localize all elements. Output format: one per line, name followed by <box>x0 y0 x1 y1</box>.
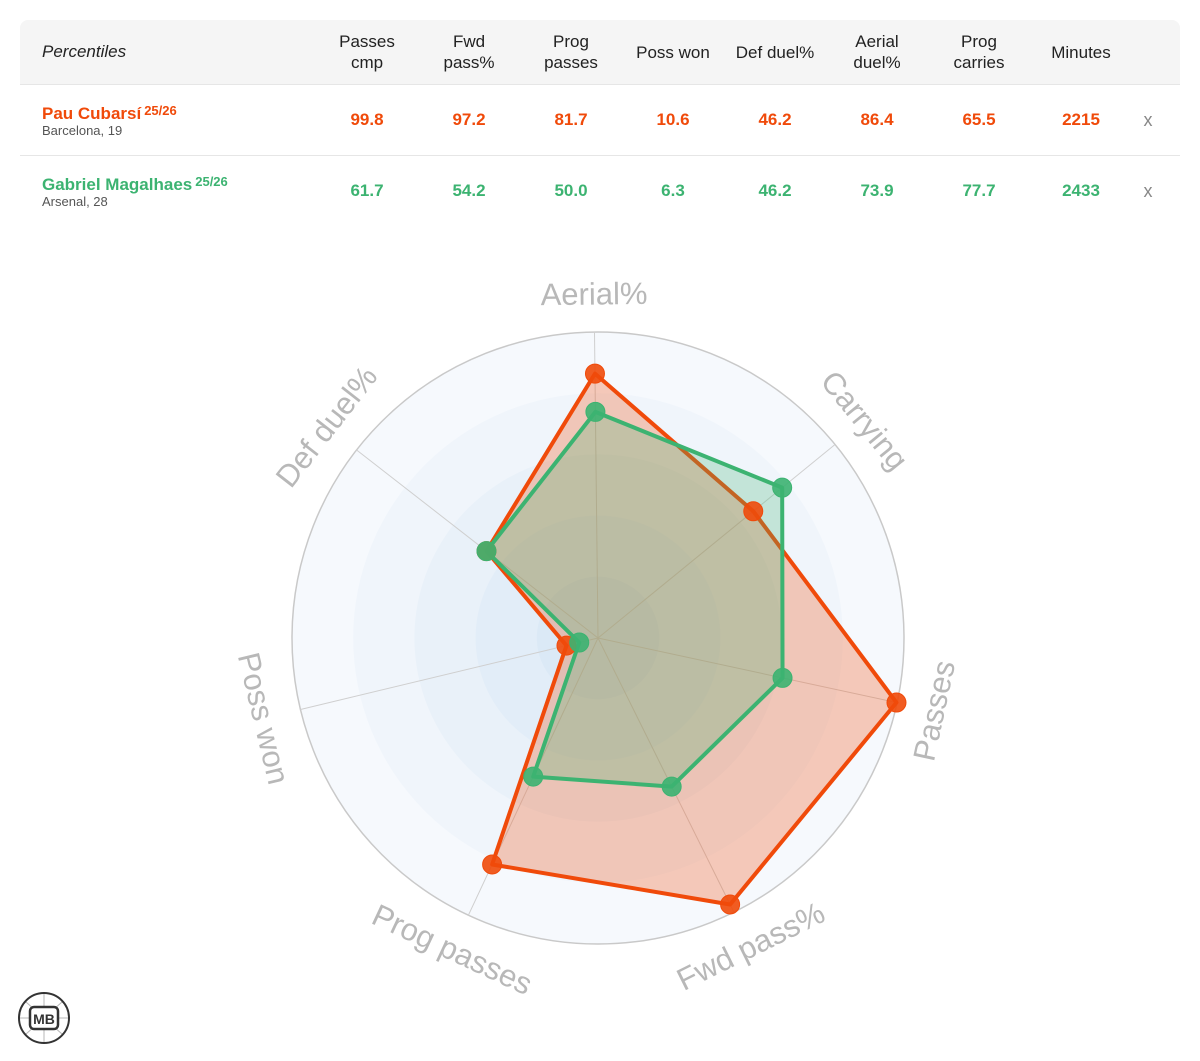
radar-point <box>584 363 605 384</box>
value-aerial-duel: 86.4 <box>860 110 894 129</box>
value-passes-cmp: 99.8 <box>350 110 384 129</box>
radar-point <box>661 776 682 797</box>
radar-series-area <box>484 371 899 907</box>
col-header-minutes[interactable]: Minutes <box>1051 42 1111 62</box>
value-minutes: 2433 <box>1062 181 1100 200</box>
radar-spoke <box>356 449 599 639</box>
value-fwd-pass: 97.2 <box>452 110 486 129</box>
radar-spoke <box>597 637 735 913</box>
value-poss-won: 10.6 <box>656 110 690 129</box>
radar-point <box>569 632 590 653</box>
value-aerial-duel: 73.9 <box>860 181 894 200</box>
radar-spoke <box>597 637 898 704</box>
value-prog-passes: 50.0 <box>554 181 588 200</box>
table-title: Percentiles <box>42 42 127 61</box>
radar-point <box>772 667 793 688</box>
col-header-prog-carries[interactable]: Prog carries <box>953 32 1005 72</box>
table-header: Percentiles Passes cmp Fwd pass% Prog passe… <box>20 20 1180 85</box>
radar-point <box>476 541 497 562</box>
player-club-age: Barcelona, 19 <box>42 123 123 138</box>
player-name[interactable]: Pau Cubarsí 25/26 <box>42 103 177 123</box>
player-row-magalhaes: Gabriel Magalhaes 25/26 Arsenal, 28 61.7 … <box>20 156 1180 226</box>
col-header-poss-won[interactable]: Poss won <box>636 42 710 62</box>
value-prog-carries: 77.7 <box>962 181 996 200</box>
remove-player-button[interactable]: x <box>1143 181 1153 201</box>
radar-spoke <box>300 637 599 710</box>
value-def-duel: 46.2 <box>758 181 792 200</box>
radar-axis-label: Poss won <box>231 649 296 788</box>
radar-point <box>720 894 741 915</box>
col-header-aerial-duel[interactable]: Aerial duel% <box>853 32 901 72</box>
radar-point <box>523 766 544 787</box>
radar-axis-label: Aerial% <box>540 276 647 312</box>
player-club-age: Arsenal, 28 <box>42 194 108 209</box>
radar-point <box>482 854 503 875</box>
radar-point <box>886 692 907 713</box>
col-header-def-duel[interactable]: Def duel% <box>735 42 815 62</box>
radar-spoke <box>597 444 836 639</box>
remove-player-button[interactable]: x <box>1143 110 1153 130</box>
radar-point <box>772 477 793 498</box>
col-header-fwd-pass[interactable]: Fwd pass% <box>443 32 495 72</box>
player-name[interactable]: Gabriel Magalhaes 25/26 <box>42 174 228 194</box>
radar-point <box>585 401 606 422</box>
col-header-prog-passes[interactable]: Prog passes <box>544 32 598 72</box>
value-passes-cmp: 61.7 <box>350 181 384 200</box>
value-prog-passes: 81.7 <box>554 110 588 129</box>
logo-text: MB <box>33 1011 55 1027</box>
mb-logo: MB <box>18 992 70 1044</box>
percentile-table: Percentiles Passes cmp Fwd pass% Prog passe… <box>20 20 1180 226</box>
value-poss-won: 6.3 <box>661 181 685 200</box>
value-minutes: 2215 <box>1062 110 1100 129</box>
player-row-cubarsi: Pau Cubarsí 25/26 Barcelona, 19 99.8 97.2… <box>20 85 1180 156</box>
col-header-passes-cmp[interactable]: Passes cmp <box>339 32 395 72</box>
value-def-duel: 46.2 <box>758 110 792 129</box>
radar-axis-label: Passes <box>906 657 962 764</box>
value-prog-carries: 65.5 <box>962 110 996 129</box>
radar-point <box>743 501 764 522</box>
radar-series-area <box>484 409 785 789</box>
value-fwd-pass: 54.2 <box>452 181 486 200</box>
